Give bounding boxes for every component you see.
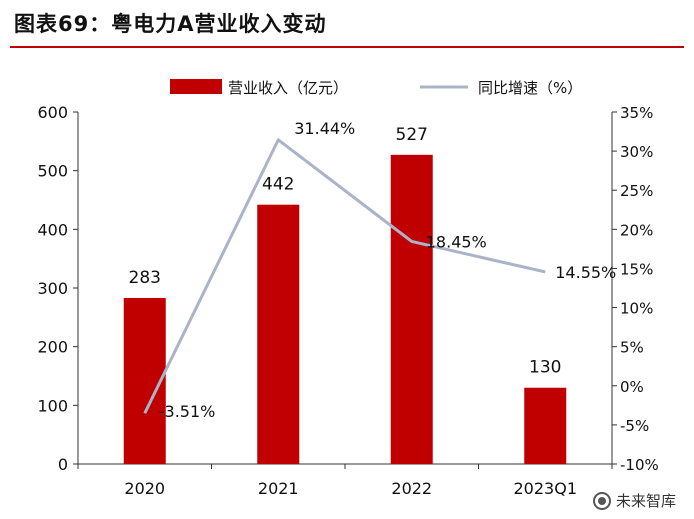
growth-label-2023Q1: 14.55% bbox=[555, 263, 616, 282]
bar-2022 bbox=[390, 154, 433, 464]
x-tick-label: 2021 bbox=[258, 479, 299, 498]
y-right-tick-label: 30% bbox=[620, 143, 653, 161]
y-left-tick-label: 600 bbox=[37, 103, 68, 122]
y-right-tick-label: 25% bbox=[620, 182, 653, 200]
y-left-tick-label: 500 bbox=[37, 162, 68, 181]
y-right-tick-label: 5% bbox=[620, 339, 644, 357]
y-left-tick-label: 0 bbox=[58, 455, 68, 474]
x-tick-label: 2023Q1 bbox=[514, 479, 578, 498]
page-title: 图表69：粤电力A营业收入变动 bbox=[14, 12, 327, 36]
y-left-tick-label: 100 bbox=[37, 396, 68, 415]
growth-label-2020: -3.51% bbox=[159, 402, 216, 421]
x-tick-label: 2022 bbox=[391, 479, 432, 498]
x-tick-label: 2020 bbox=[124, 479, 165, 498]
growth-label-2022: 18.45% bbox=[426, 232, 487, 251]
bar-2021 bbox=[257, 204, 300, 464]
legend-label-line: 同比增速（%） bbox=[478, 79, 582, 97]
bar-label-2021: 442 bbox=[262, 175, 294, 195]
watermark: 未来智库 bbox=[588, 488, 680, 513]
y-right-tick-label: 15% bbox=[620, 260, 653, 278]
y-right-tick-label: 0% bbox=[620, 378, 644, 396]
y-right-tick-label: 35% bbox=[620, 104, 653, 122]
y-left-tick-label: 300 bbox=[37, 279, 68, 298]
growth-line bbox=[143, 138, 546, 414]
legend-swatch-bar bbox=[170, 79, 222, 94]
bar-2023Q1 bbox=[524, 387, 567, 464]
bar-label-2020: 283 bbox=[129, 268, 161, 288]
y-right-tick-label: -10% bbox=[620, 456, 659, 474]
bar-2020 bbox=[123, 297, 166, 464]
y-left-tick-label: 200 bbox=[37, 338, 68, 357]
bar-label-2023Q1: 130 bbox=[529, 358, 561, 378]
y-right-tick-label: 20% bbox=[620, 221, 653, 239]
growth-label-2021: 31.44% bbox=[294, 119, 355, 138]
y-right-tick-label: 10% bbox=[620, 300, 653, 318]
y-right-tick-label: -5% bbox=[620, 417, 649, 435]
watermark-text: 未来智库 bbox=[615, 492, 676, 510]
wechat-icon bbox=[592, 491, 611, 510]
bar-label-2022: 527 bbox=[396, 125, 428, 145]
y-left-tick-label: 400 bbox=[37, 220, 68, 239]
legend-label-bar: 营业收入（亿元） bbox=[228, 79, 348, 97]
title-divider bbox=[10, 46, 684, 48]
